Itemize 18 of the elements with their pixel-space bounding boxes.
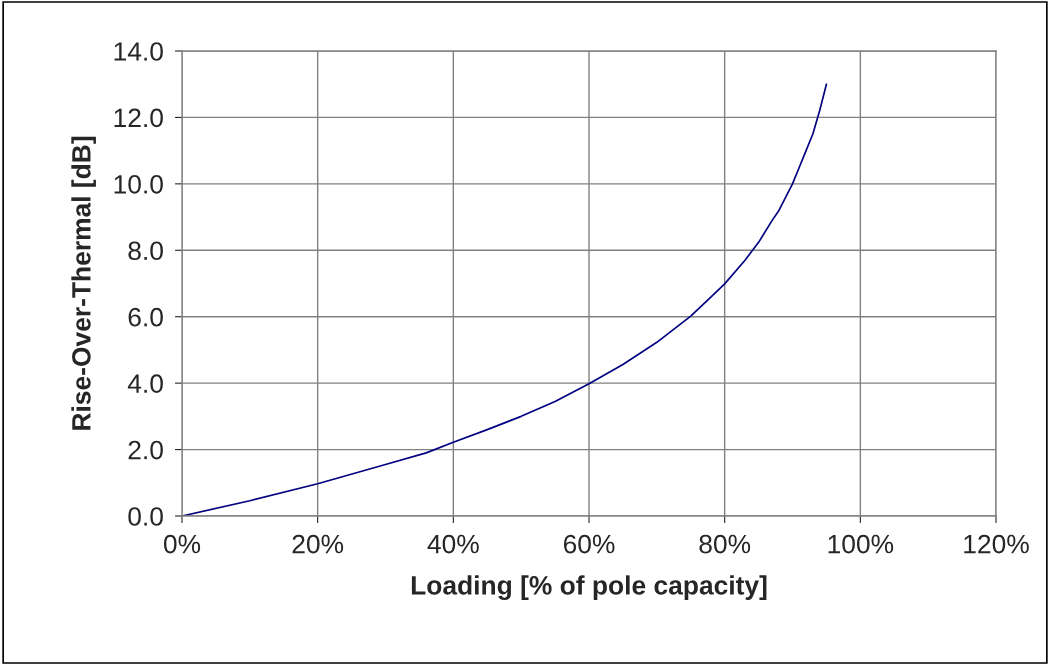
line-series <box>182 83 828 516</box>
y-tick-label: 2.0 <box>128 440 163 460</box>
x-tick-label: 80% <box>699 534 751 554</box>
y-tick-label: 0.0 <box>128 507 163 526</box>
y-tick-label: 10.0 <box>114 174 163 194</box>
y-tick-label: 6.0 <box>128 307 163 327</box>
x-tick-label: 100% <box>828 534 894 554</box>
y-tick-label: 12.0 <box>114 108 163 128</box>
y-axis-title: Rise-Over-Thermal [dB] <box>71 136 96 430</box>
y-tick-label: 4.0 <box>127 374 163 393</box>
y-tick-label: 14.0 <box>114 42 163 61</box>
x-tick-label: 40% <box>427 534 479 554</box>
x-tick-label: 20% <box>292 534 344 554</box>
y-tick-label: 8.0 <box>128 241 163 261</box>
x-tick-label: 120% <box>964 534 1029 554</box>
x-tick-label: 60% <box>563 534 615 554</box>
x-axis-title: Loading [% of pole capacity] <box>411 575 767 601</box>
x-tick-label: 0% <box>163 534 201 554</box>
